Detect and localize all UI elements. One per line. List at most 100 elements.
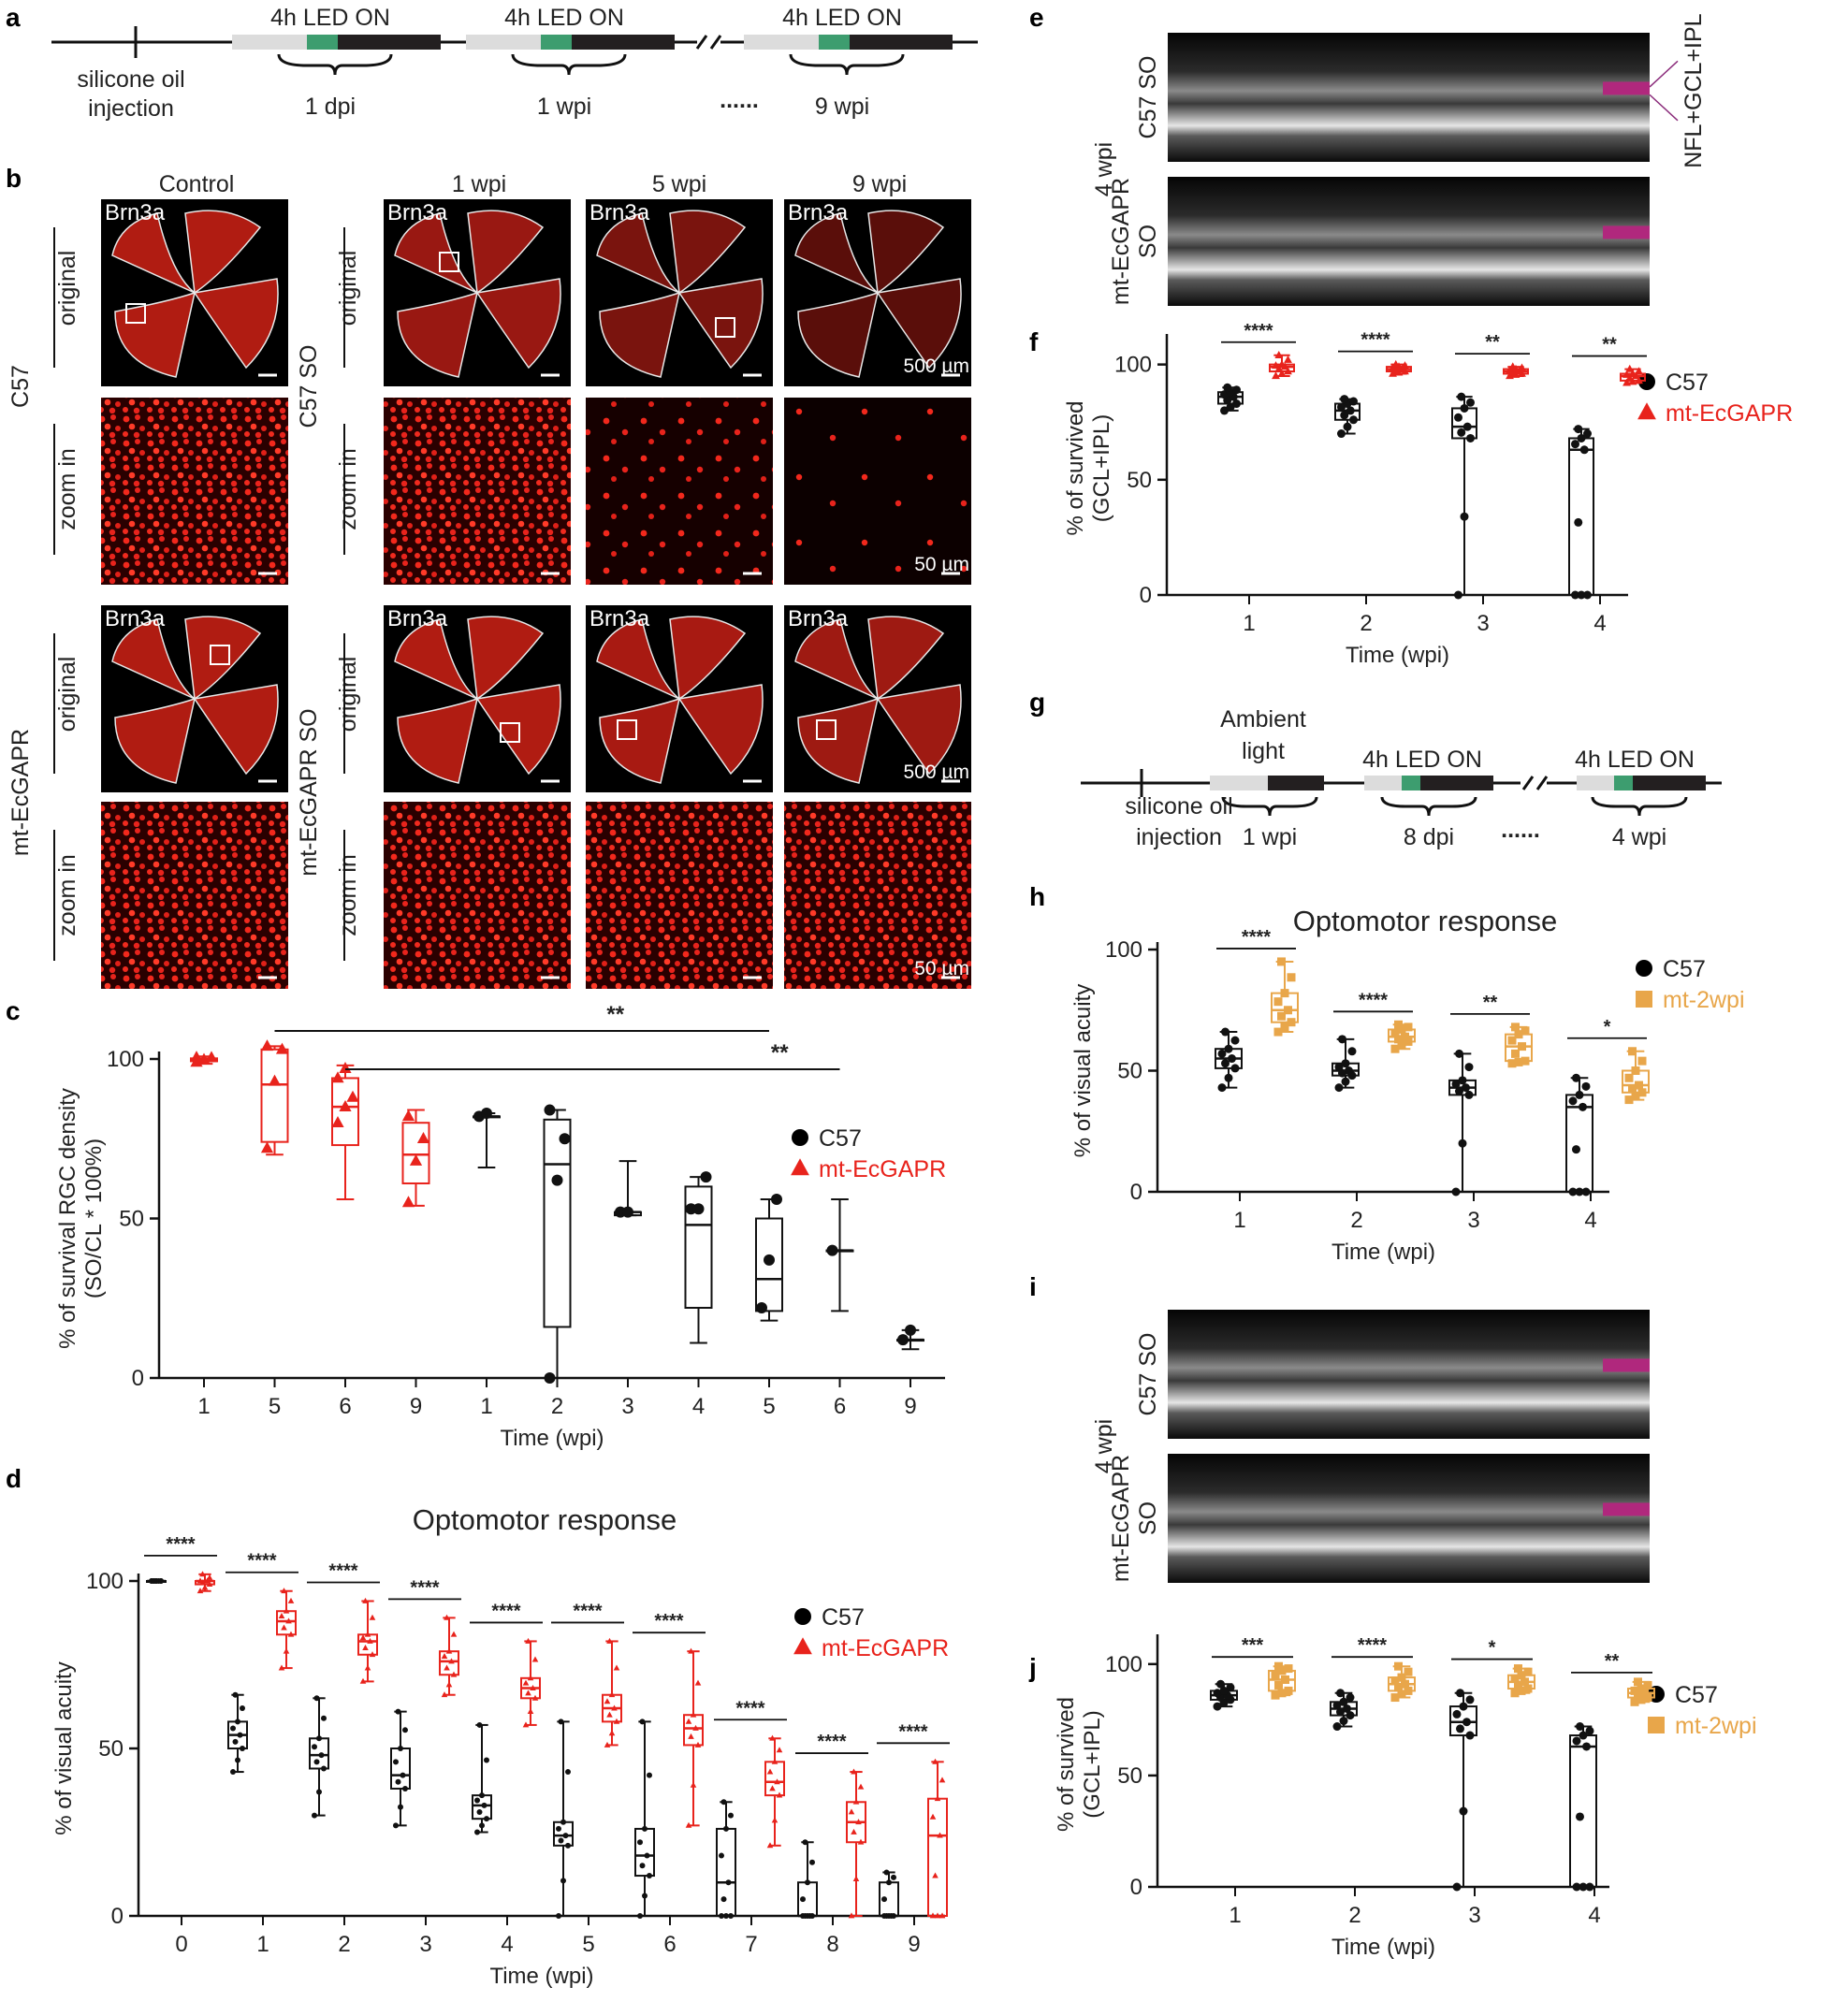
- legend-marker: [791, 1158, 809, 1176]
- data-point: [1343, 1704, 1351, 1713]
- x-tick-label: 4: [1584, 1208, 1596, 1233]
- data-point: [1287, 973, 1296, 982]
- y-axis-label: % of visual acuity: [51, 1661, 77, 1835]
- data-point: [1272, 361, 1280, 370]
- data-point: [644, 1852, 650, 1859]
- time-label-g-0: 1 wpi: [1243, 824, 1297, 850]
- data-point: [934, 1795, 941, 1802]
- y-tick-label: 100: [1105, 1652, 1142, 1677]
- data-point: [700, 1171, 712, 1183]
- x-tick-label: 6: [339, 1394, 351, 1419]
- legend-marker: [793, 1637, 812, 1655]
- data-point: [637, 1913, 643, 1919]
- data-point: [1277, 359, 1287, 368]
- data-point: [1397, 1690, 1406, 1699]
- x-tick-label: 2: [338, 1932, 350, 1957]
- data-point: [1464, 1090, 1474, 1099]
- data-point: [1572, 1736, 1581, 1746]
- data-point: [809, 1859, 815, 1865]
- data-point: [312, 1812, 317, 1819]
- box-mt-9: [927, 1758, 948, 1919]
- data-point: [362, 1597, 369, 1603]
- data-point: [1394, 1035, 1403, 1044]
- data-point: [237, 1732, 243, 1738]
- box-3: [401, 1109, 430, 1208]
- significance-label: ****: [735, 1698, 764, 1719]
- data-point: [1336, 1689, 1345, 1698]
- data-point: [1460, 403, 1469, 413]
- significance-label: ****: [898, 1721, 927, 1742]
- data-point: [1622, 378, 1631, 386]
- box-c57-1: [1334, 395, 1361, 439]
- significance-label: *: [1604, 1017, 1611, 1037]
- data-point: [339, 1062, 352, 1074]
- data-point: [1391, 359, 1401, 368]
- data-point: [1521, 1056, 1530, 1066]
- x-tick-label: 2: [1350, 1208, 1362, 1233]
- significance-label: **: [1605, 1651, 1620, 1672]
- x-axis-label: Time (wpi): [500, 1426, 604, 1451]
- data-point: [1343, 422, 1352, 431]
- data-point: [565, 1842, 571, 1849]
- data-point: [897, 1334, 909, 1346]
- data-point: [402, 1785, 408, 1791]
- box-c57-3: [390, 1708, 411, 1829]
- data-point: [728, 1812, 734, 1819]
- data-point: [474, 1797, 480, 1804]
- data-point: [158, 1578, 164, 1584]
- data-point: [393, 1822, 399, 1829]
- panel-e: e 4 wpi C57 SO mt-EcGAPR SO NFL+GCL+IPL: [1029, 3, 1707, 306]
- box-4: [473, 1107, 501, 1168]
- box-iqr: [331, 1077, 359, 1147]
- data-point: [206, 1574, 213, 1580]
- data-point: [445, 1647, 453, 1654]
- data-point: [235, 1719, 240, 1725]
- legend-marker: [1637, 402, 1656, 420]
- data-point: [1452, 1709, 1462, 1719]
- data-point: [1631, 1092, 1640, 1101]
- box-5: [543, 1104, 572, 1384]
- data-point: [1277, 1011, 1286, 1021]
- significance-label: ****: [328, 1560, 357, 1581]
- data-point: [1390, 1044, 1400, 1053]
- data-point: [562, 1833, 569, 1839]
- data-point: [400, 1772, 406, 1778]
- data-point: [476, 1809, 483, 1816]
- data-point: [530, 1684, 536, 1690]
- data-point: [929, 1912, 937, 1919]
- box-c57-2: [1448, 1049, 1477, 1197]
- box-1: [260, 1039, 289, 1156]
- oct-image-1: [1168, 177, 1650, 306]
- data-point: [1514, 1057, 1523, 1066]
- data-point: [1572, 1073, 1580, 1082]
- data-point: [1456, 1724, 1464, 1733]
- data-point: [1637, 1088, 1647, 1097]
- group-label-1: mt-EcGAPR SO: [296, 708, 322, 876]
- box-mt-0: [1268, 1661, 1296, 1700]
- data-point: [1334, 1063, 1344, 1072]
- led-schedule-g: 4h LED ON 4h LED ON 1 wpi 8 dpi 4 wpi: [1210, 747, 1722, 850]
- data-point: [1280, 989, 1289, 998]
- led-label-a-1: 4h LED ON: [504, 5, 624, 31]
- box-c57-2: [1451, 392, 1477, 600]
- data-point: [937, 1832, 943, 1838]
- significance-label: ****: [410, 1577, 439, 1598]
- data-point: [393, 1759, 399, 1765]
- data-point: [1284, 355, 1292, 363]
- data-point: [807, 1913, 813, 1919]
- box-mt-8: [846, 1768, 866, 1919]
- data-point: [1346, 1693, 1355, 1703]
- data-point: [1568, 1096, 1578, 1106]
- data-point: [1572, 1882, 1581, 1892]
- data-point: [766, 1842, 774, 1849]
- legend-label: C57: [1675, 1682, 1718, 1708]
- box-iqr: [1568, 437, 1594, 596]
- data-point: [1643, 1680, 1652, 1690]
- data-point: [560, 1819, 566, 1825]
- data-point: [1332, 1701, 1342, 1710]
- data-point: [1466, 398, 1475, 407]
- data-point: [857, 1783, 865, 1790]
- data-point: [232, 1691, 239, 1698]
- data-point: [201, 1584, 209, 1590]
